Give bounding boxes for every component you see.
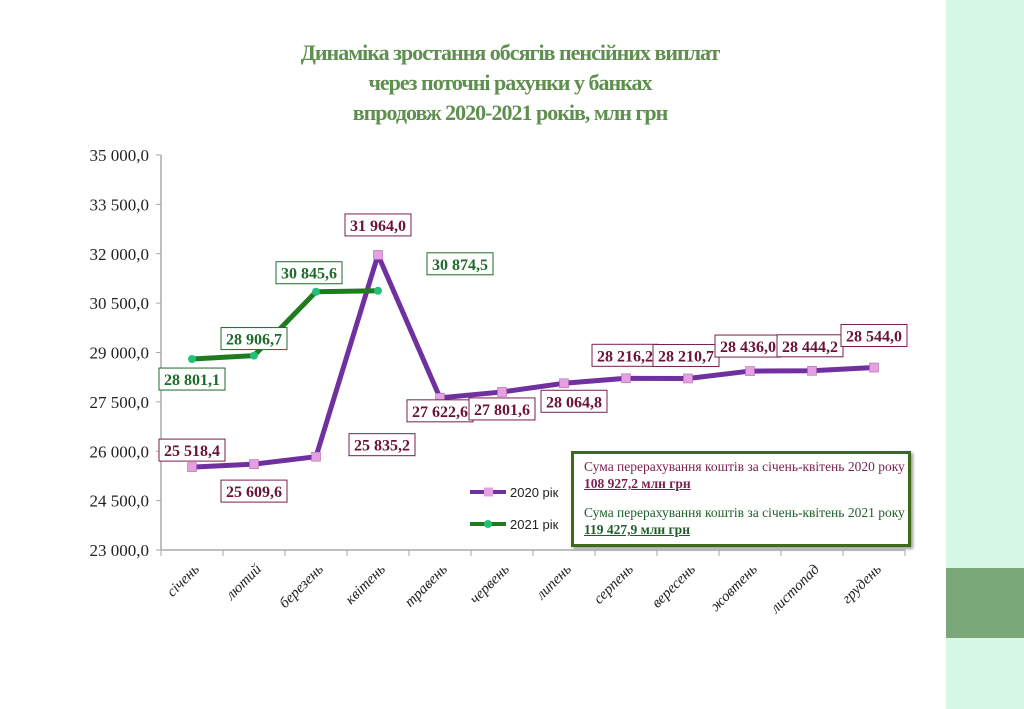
series-2020-label-box <box>220 479 288 503</box>
series-2020-line <box>191 252 875 470</box>
series-2021-marker <box>188 355 196 364</box>
series-2020-marker <box>373 250 383 260</box>
series-2020-label-box <box>344 213 412 237</box>
x-tick-label: березень <box>277 561 327 611</box>
y-tick-label: 29 000,0 <box>90 344 150 363</box>
series-2020-data-label: 27 801,6 <box>474 402 530 419</box>
y-tick-label: 26 000,0 <box>90 442 150 461</box>
series-2020-label-box <box>348 433 416 457</box>
series-2020-data-label: 28 064,8 <box>546 394 602 411</box>
series-2020-data-label: 28 544,0 <box>846 329 902 346</box>
title-line: впродовж 2020-2021 років, млн грн <box>352 100 669 125</box>
legend-2020-label: 2020 рік <box>510 485 559 500</box>
y-tick-label: 30 500,0 <box>90 294 150 313</box>
series-2021-marker <box>250 351 258 360</box>
series-2020-data-label: 28 436,0 <box>720 339 776 356</box>
series-2020-marker <box>807 365 817 376</box>
series-2020-label-box <box>840 324 908 348</box>
series-2020-data-label: 28 216,2 <box>597 348 653 365</box>
series-2020-marker <box>869 362 879 373</box>
series-2021-data-label: 28 801,1 <box>164 372 220 389</box>
x-tick-label: січень <box>164 561 203 600</box>
y-tick-label: 27 500,0 <box>90 393 150 412</box>
series-2020-label-box <box>540 389 608 413</box>
y-tick-label: 35 000,0 <box>90 146 150 165</box>
summary-2020-value: 108 927,2 млн грн <box>584 476 691 491</box>
summary-box: Сума перерахування коштів за січень-квіт… <box>571 451 911 547</box>
series-2020-data-label: 25 835,2 <box>354 438 410 455</box>
x-tick-label: серпень <box>591 561 637 607</box>
summary-2021-value: 119 427,9 млн грн <box>584 522 690 537</box>
title-line: через поточні рахунки у банках <box>368 70 653 95</box>
y-tick-label: 32 000,0 <box>90 245 150 264</box>
summary-2021-text: Сума перерахування коштів за січень-квіт… <box>584 505 905 520</box>
series-2020-marker <box>249 459 259 469</box>
series-2020-data-label: 25 518,4 <box>164 443 220 460</box>
series-2020-data-label: 28 444,2 <box>782 339 838 356</box>
legend-2021-marker <box>484 520 492 528</box>
legend-2021-label: 2021 рік <box>510 517 559 532</box>
x-tick-label: жовтень <box>708 561 761 614</box>
title-line: Динаміка зростання обсягів пенсійних вип… <box>300 40 721 65</box>
series-2020-marker <box>311 451 321 462</box>
chart-title: Динаміка зростання обсягів пенсійних вип… <box>150 38 870 128</box>
series-2020-data-label: 27 622,6 <box>412 404 468 421</box>
series-2020-data-label: 25 609,6 <box>226 484 282 501</box>
series-2020-label-box <box>158 438 226 462</box>
x-tick-label: липень <box>533 561 575 603</box>
series-2020-marker <box>683 373 693 384</box>
series-2020-marker <box>187 462 197 472</box>
series-2020-data-label: 31 964,0 <box>350 218 406 235</box>
x-tick-label: травень <box>402 561 451 610</box>
series-2021-line <box>191 288 379 362</box>
x-tick-label: грудень <box>839 561 885 607</box>
x-tick-label: червень <box>467 561 513 607</box>
legend-2020-marker <box>484 487 493 497</box>
series-2020-marker <box>745 366 755 376</box>
series-2020-label-box <box>468 397 536 421</box>
series-2020-data-label: 28 210,7 <box>658 348 714 365</box>
series-2021-marker <box>374 286 382 295</box>
side-panel-accent <box>946 568 1024 638</box>
series-2020-marker <box>621 373 631 384</box>
x-tick-label: вересень <box>649 561 699 611</box>
x-tick-label: лютий <box>222 561 265 604</box>
series-2021-data-label: 28 906,7 <box>226 332 282 349</box>
x-tick-label: квітень <box>343 561 389 607</box>
x-tick-label: листопад <box>767 561 823 617</box>
series-2021-data-label: 30 874,5 <box>432 257 488 274</box>
series-2021-marker <box>312 287 320 296</box>
summary-2020-text: Сума перерахування коштів за січень-квіт… <box>584 459 905 474</box>
y-tick-label: 33 500,0 <box>90 195 150 214</box>
series-2020-marker <box>559 378 569 389</box>
y-tick-label: 24 500,0 <box>90 492 150 511</box>
series-2020-marker <box>497 387 507 397</box>
series-2021-label-box <box>220 327 288 351</box>
y-tick-label: 23 000,0 <box>90 541 150 560</box>
series-2021-label-box <box>426 252 494 276</box>
series-2021-data-label: 30 845,6 <box>281 266 337 283</box>
series-2021-label-box <box>158 367 226 391</box>
series-2021-label-box <box>275 261 343 285</box>
